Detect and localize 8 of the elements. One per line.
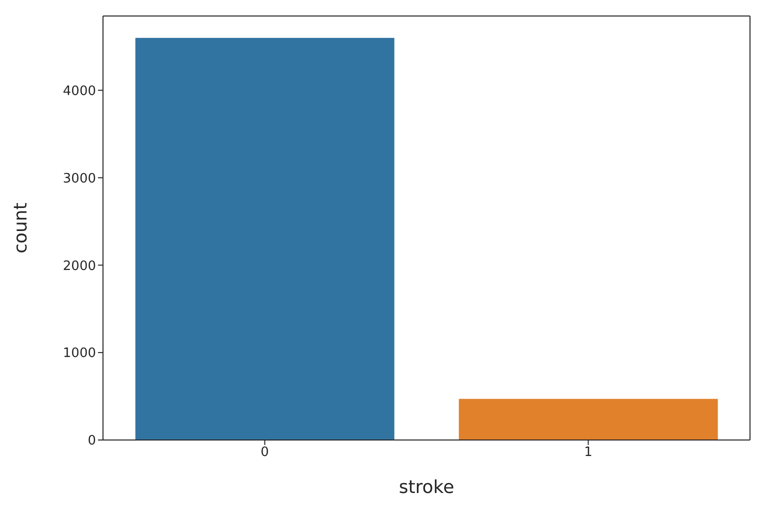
y-tick-label: 2000 bbox=[62, 258, 96, 274]
y-axis-title: count bbox=[10, 202, 32, 254]
y-tick-label: 1000 bbox=[62, 346, 96, 362]
x-tick-label: 1 bbox=[584, 445, 592, 460]
y-tick-label: 3000 bbox=[62, 171, 96, 186]
x-axis-title: stroke bbox=[398, 477, 454, 498]
y-tick-label: 0 bbox=[88, 434, 96, 449]
y-tick-label: 4000 bbox=[62, 84, 96, 99]
